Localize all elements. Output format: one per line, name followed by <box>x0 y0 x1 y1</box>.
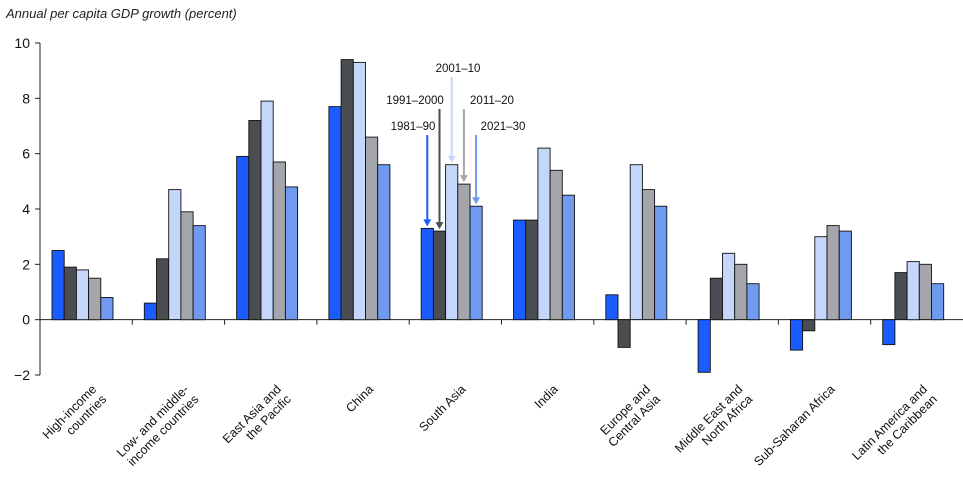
bar-8-2 <box>814 236 828 321</box>
y-tick-label: 10 <box>14 35 30 51</box>
bar-1-2 <box>168 189 182 321</box>
annotation-arrowhead-0 <box>423 219 432 227</box>
annotation-arrowhead-3 <box>459 175 468 183</box>
bar-9-2 <box>906 261 920 321</box>
bar-1-0 <box>143 302 157 321</box>
bar-8-4 <box>838 230 852 321</box>
category-label: Sub-Saharan Africa <box>751 382 838 469</box>
bar-0-3 <box>88 277 102 321</box>
category-label: East Asia andthe Pacific <box>220 382 294 456</box>
category-label: China <box>343 382 376 415</box>
bar-7-3 <box>734 263 748 321</box>
annotation-label-2: 2001–10 <box>436 63 481 75</box>
bar-9-0 <box>882 319 896 346</box>
bar-8-1 <box>802 319 816 332</box>
bar-4-4 <box>469 205 483 321</box>
y-tick-label: 0 <box>22 312 30 328</box>
bar-9-4 <box>931 283 945 321</box>
bar-2-0 <box>236 155 250 321</box>
annotation-arrowhead-4 <box>472 197 481 205</box>
bar-1-3 <box>180 211 194 321</box>
bar-3-0 <box>328 106 342 321</box>
bar-5-2 <box>537 147 551 321</box>
bar-6-0 <box>605 294 619 321</box>
bar-5-0 <box>513 219 527 321</box>
category-label: Latin America andthe Caribbean <box>849 382 940 473</box>
bar-4-2 <box>445 164 459 321</box>
bar-3-1 <box>340 59 354 321</box>
bar-3-2 <box>352 61 366 321</box>
bar-5-1 <box>525 219 539 321</box>
y-tick-label: 4 <box>22 201 30 217</box>
bar-7-4 <box>746 283 760 321</box>
bar-0-0 <box>51 250 65 321</box>
bar-4-1 <box>432 230 447 321</box>
annotation-label-4: 2021–30 <box>481 121 526 133</box>
bar-2-3 <box>272 161 286 321</box>
category-label: Middle East andNorth Africa <box>672 382 755 465</box>
bar-4-0 <box>420 227 434 321</box>
y-tick-label: 8 <box>22 90 30 106</box>
bar-4-3 <box>457 183 471 321</box>
category-label: South Asia <box>416 382 468 434</box>
bar-1-4 <box>192 225 206 321</box>
bar-5-4 <box>561 194 575 321</box>
y-tick-label: −2 <box>14 367 30 383</box>
bar-3-3 <box>365 136 379 321</box>
bar-6-3 <box>641 189 656 321</box>
bar-3-4 <box>377 164 391 321</box>
bar-2-2 <box>260 100 274 321</box>
bar-2-1 <box>248 120 262 321</box>
bar-9-1 <box>894 272 908 321</box>
bar-8-0 <box>789 319 804 351</box>
annotation-arrowhead-1 <box>435 222 444 230</box>
bar-8-3 <box>826 225 840 321</box>
annotation-label-3: 2011–20 <box>470 95 514 107</box>
bar-2-4 <box>284 186 299 321</box>
bar-6-1 <box>617 319 631 348</box>
chart-title: Annual per capita GDP growth (percent) <box>6 6 237 21</box>
bar-9-3 <box>918 263 932 321</box>
category-label: Low- and middle-income countries <box>114 382 202 470</box>
bar-0-4 <box>100 297 114 321</box>
category-label: High-incomecountries <box>40 382 109 451</box>
bar-6-4 <box>654 205 668 321</box>
category-label: Europe andCentral Asia <box>596 382 663 449</box>
bar-7-2 <box>722 252 736 321</box>
bar-7-1 <box>709 277 723 321</box>
bar-0-1 <box>63 266 77 321</box>
y-tick-label: 6 <box>22 146 30 162</box>
y-tick-label: 2 <box>22 256 30 272</box>
annotation-label-0: 1981–90 <box>391 121 436 133</box>
bar-0-2 <box>75 269 90 321</box>
annotation-arrowhead-2 <box>447 155 456 163</box>
bar-6-2 <box>629 164 643 321</box>
annotation-label-1: 1991–2000 <box>386 95 444 107</box>
bar-7-0 <box>697 319 711 373</box>
category-label: India <box>532 382 561 411</box>
bar-5-3 <box>549 169 563 321</box>
bar-1-1 <box>156 258 170 321</box>
